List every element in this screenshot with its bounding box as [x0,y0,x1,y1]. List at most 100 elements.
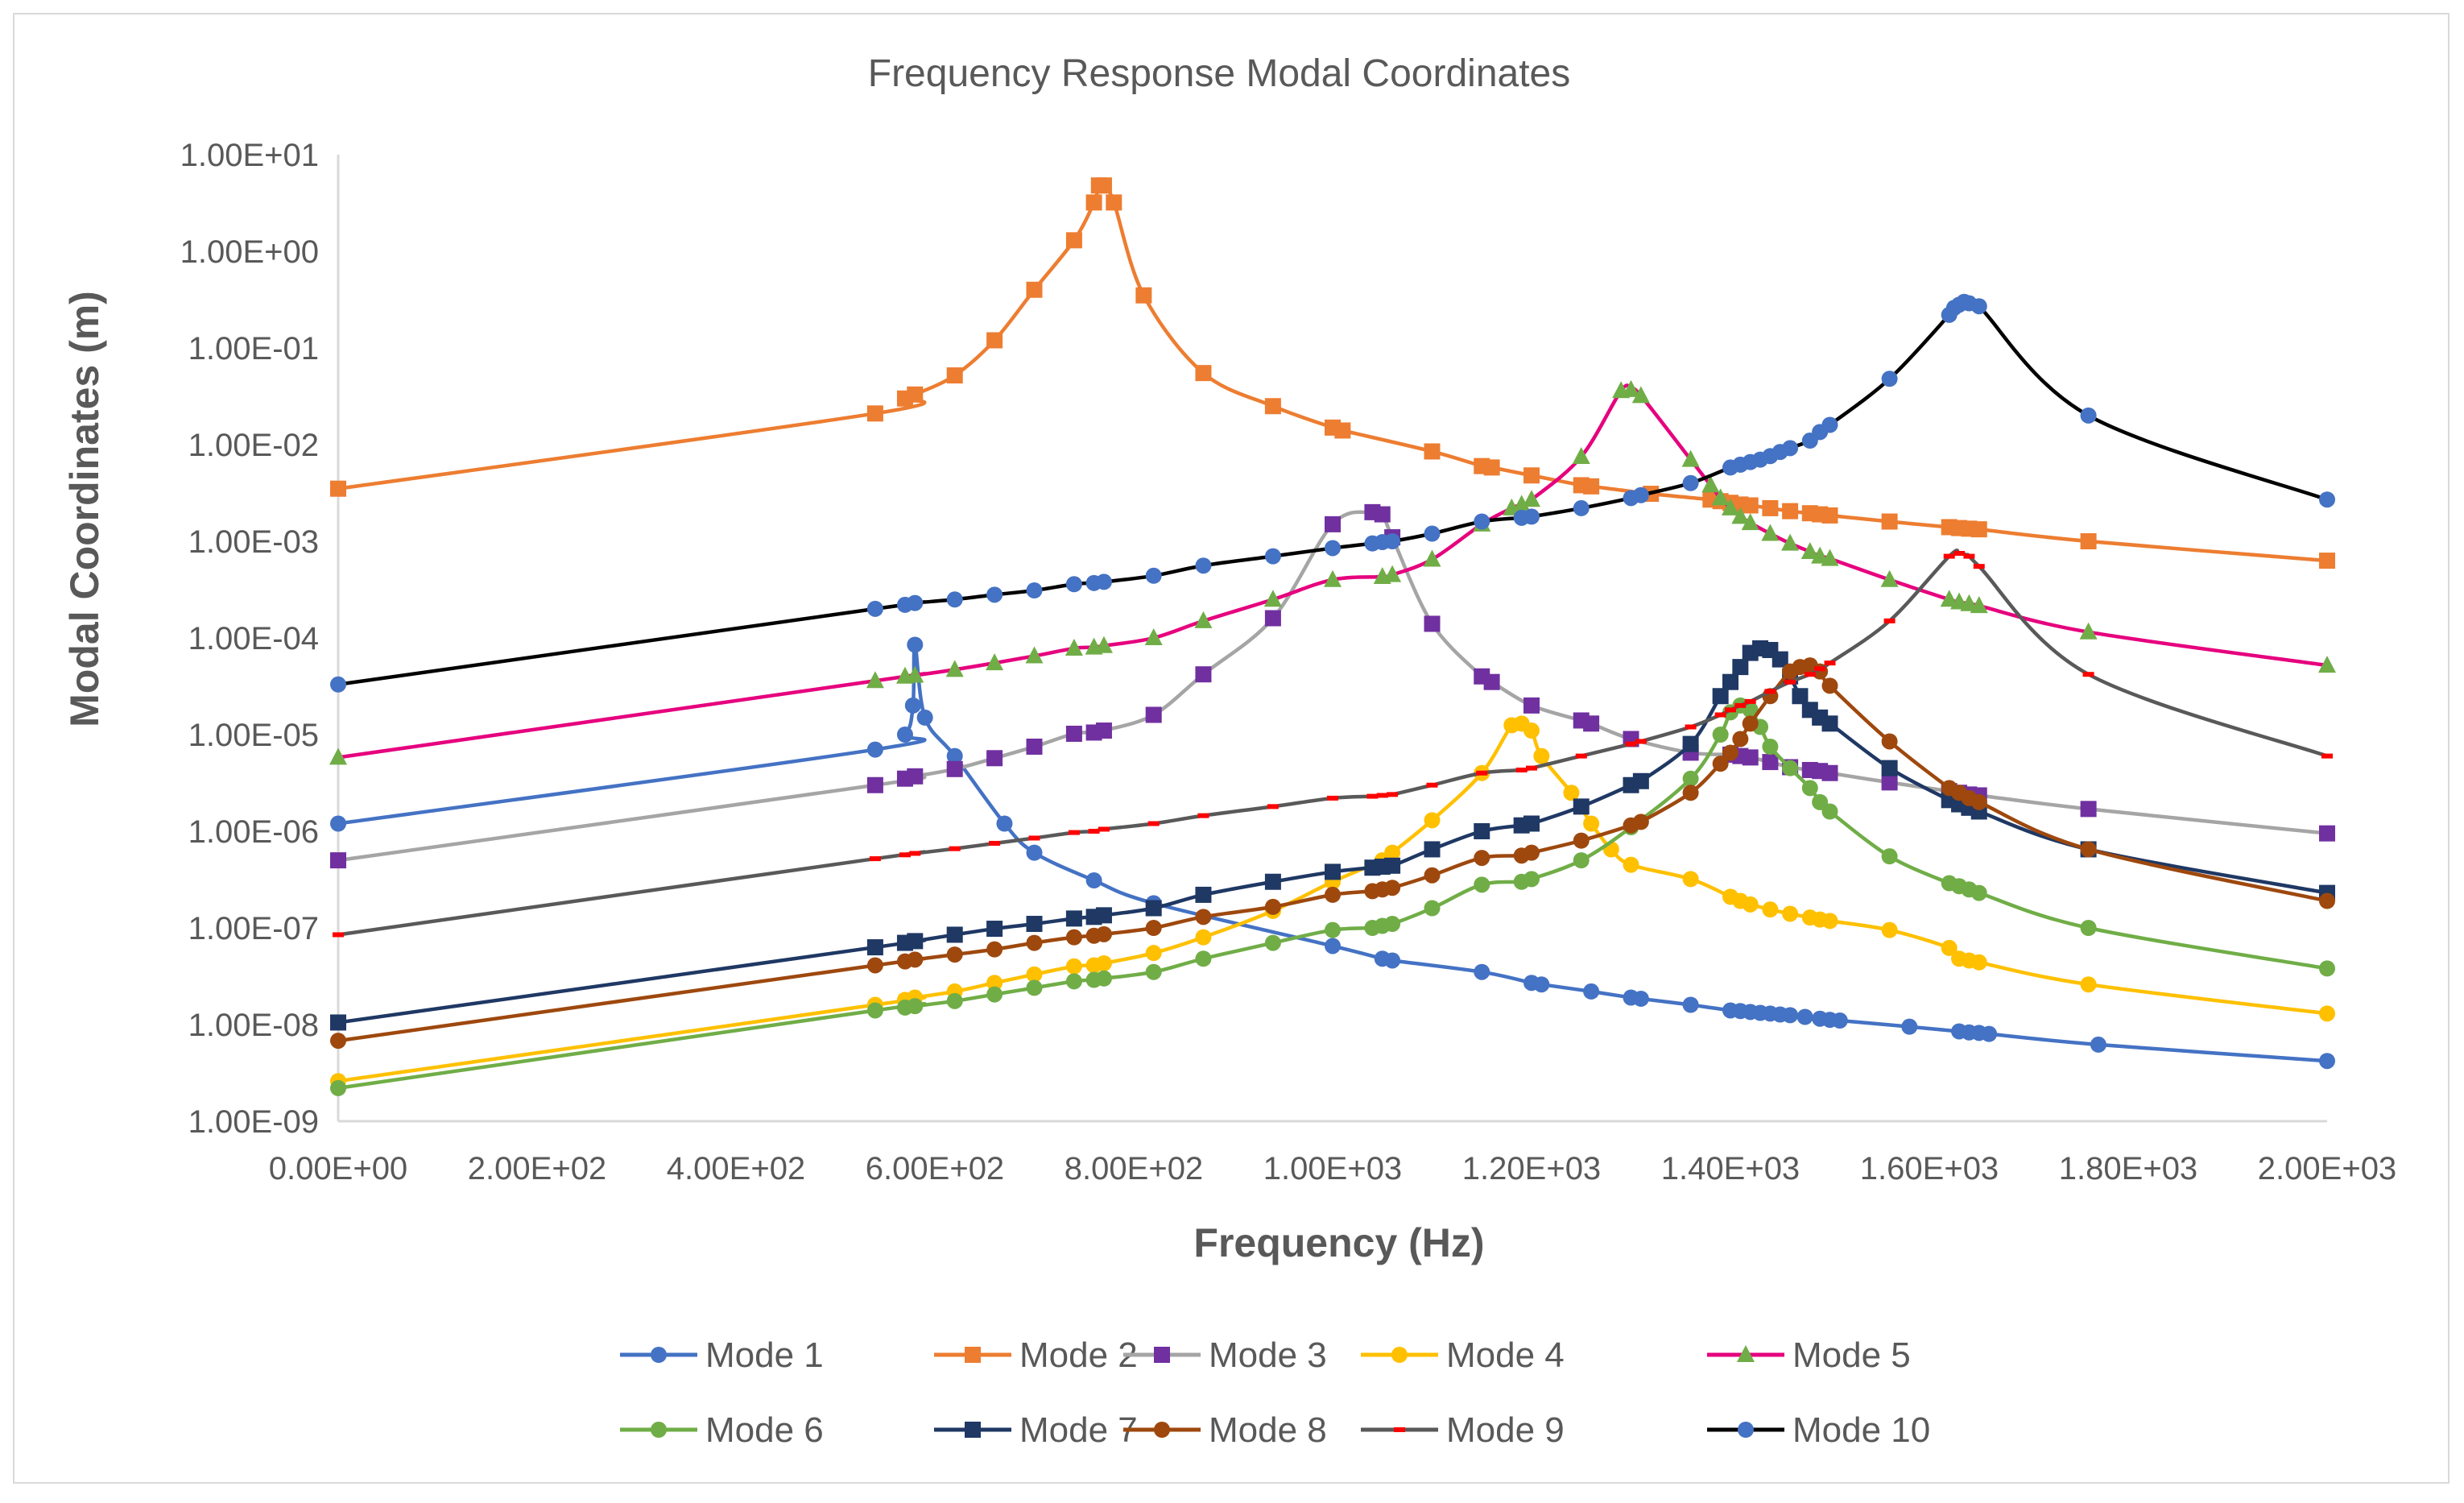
x-tick-label: 6.00E+02 [866,1151,1004,1186]
data-point-mode-8 [946,946,963,963]
data-point-mode-9 [1376,793,1388,798]
data-point-mode-10 [1095,573,1112,590]
data-point-mode-8 [330,1033,346,1050]
data-point-mode-5 [2079,622,2098,640]
data-point-mode-10 [1970,298,1987,315]
data-point-mode-3 [2319,825,2335,842]
data-point-mode-1 [1682,996,1699,1013]
data-point-mode-10 [1573,499,1590,516]
data-point-mode-5 [1811,546,1829,564]
legend-item-mode-2: Mode 2 [934,1335,1138,1375]
data-point-mode-6 [1325,921,1341,938]
data-point-mode-8 [1970,793,1987,810]
data-point-mode-1 [1583,983,1600,1000]
data-point-mode-7 [330,1014,346,1031]
y-tick-label: 1.00E-03 [188,524,319,560]
data-point-mode-7 [1732,659,1749,676]
data-point-mode-6 [1384,916,1401,933]
data-point-mode-4 [1533,747,1550,764]
series-line-mode-2 [337,181,2328,563]
legend-item-mode-1: Mode 1 [620,1335,824,1375]
data-point-mode-4 [2319,1005,2335,1022]
data-point-mode-6 [907,998,924,1015]
data-point-mode-8 [1474,850,1490,867]
legend-item-mode-3: Mode 3 [1123,1335,1327,1375]
data-point-mode-10 [1325,540,1341,557]
data-point-mode-6 [1682,770,1699,787]
data-point-mode-8 [1881,733,1898,750]
data-point-mode-2 [1762,499,1779,516]
data-point-mode-7 [1325,863,1341,880]
y-tick-label: 1.00E-09 [188,1104,319,1140]
data-point-mode-5 [329,747,347,765]
data-point-mode-5 [1722,498,1739,515]
data-point-mode-4 [1523,723,1540,739]
data-point-mode-4 [986,975,1003,992]
data-point-mode-2 [907,386,924,403]
data-point-mode-7 [1264,873,1281,890]
data-point-mode-9 [1068,830,1080,835]
data-point-mode-6 [1145,963,1162,980]
data-point-mode-6 [1712,727,1729,743]
data-point-mode-5 [1681,449,1700,467]
data-point-mode-9 [1734,702,1747,708]
data-point-mode-2 [1821,507,1838,524]
data-point-mode-9 [899,852,911,858]
data-point-mode-3 [1026,738,1043,755]
data-point-mode-7 [1632,772,1649,789]
data-point-mode-8 [986,941,1003,958]
data-point-mode-7 [1523,815,1540,832]
data-point-mode-3 [330,852,346,869]
x-axis-title: Frequency (Hz) [1193,1220,1484,1265]
legend-swatch-marker [1154,1422,1170,1438]
data-point-mode-5 [1781,533,1800,551]
data-point-mode-9 [1327,795,1338,801]
data-point-mode-8 [1712,756,1729,772]
data-point-mode-6 [986,986,1003,1003]
data-point-mode-8 [1384,880,1401,896]
data-point-mode-2 [1095,177,1112,194]
legend-swatch-marker [1737,1345,1755,1362]
data-point-mode-6 [1801,780,1818,797]
data-point-mode-4 [1026,966,1043,983]
series-line-mode-3 [337,509,2328,863]
data-point-mode-6 [1095,970,1112,987]
data-point-mode-6 [1782,760,1799,776]
data-point-mode-9 [1824,660,1836,666]
data-point-mode-3 [1881,774,1898,791]
data-point-mode-6 [1264,934,1281,951]
data-point-mode-5 [1065,638,1083,656]
y-tick-label: 1.00E-08 [188,1008,319,1043]
data-point-mode-6 [1573,852,1590,869]
series-mode-5 [329,379,2336,765]
data-point-mode-1 [330,815,346,832]
data-point-mode-9 [1098,826,1110,832]
data-point-mode-7 [1424,841,1441,858]
data-point-mode-1 [907,636,924,653]
data-point-mode-7 [1384,857,1401,874]
data-point-mode-9 [1426,782,1438,788]
data-point-mode-5 [1263,590,1282,607]
data-point-mode-1 [1085,872,1102,889]
x-tick-label: 1.80E+03 [2059,1151,2197,1186]
data-point-mode-8 [1145,920,1162,936]
legend-label: Mode 3 [1209,1335,1327,1375]
y-tick-label: 1.00E+00 [180,234,319,270]
y-tick-label: 1.00E-06 [188,814,319,850]
data-point-mode-2 [1065,232,1082,249]
data-point-mode-6 [1474,876,1490,893]
data-point-mode-7 [1881,760,1898,776]
data-point-mode-2 [1742,497,1759,514]
y-tick-label: 1.00E-04 [188,621,319,656]
x-tick-label: 4.00E+02 [667,1151,805,1186]
data-point-mode-3 [866,776,883,793]
chart-title: Frequency Response Modal Coordinates [868,52,1570,95]
data-point-mode-2 [1483,459,1500,476]
data-point-mode-1 [916,709,933,726]
data-point-mode-1 [1474,963,1490,980]
data-point-mode-6 [946,992,963,1009]
data-point-mode-10 [1424,525,1441,542]
legend-label: Mode 4 [1446,1335,1565,1375]
data-point-mode-1 [946,747,963,764]
data-point-mode-8 [1523,844,1540,861]
